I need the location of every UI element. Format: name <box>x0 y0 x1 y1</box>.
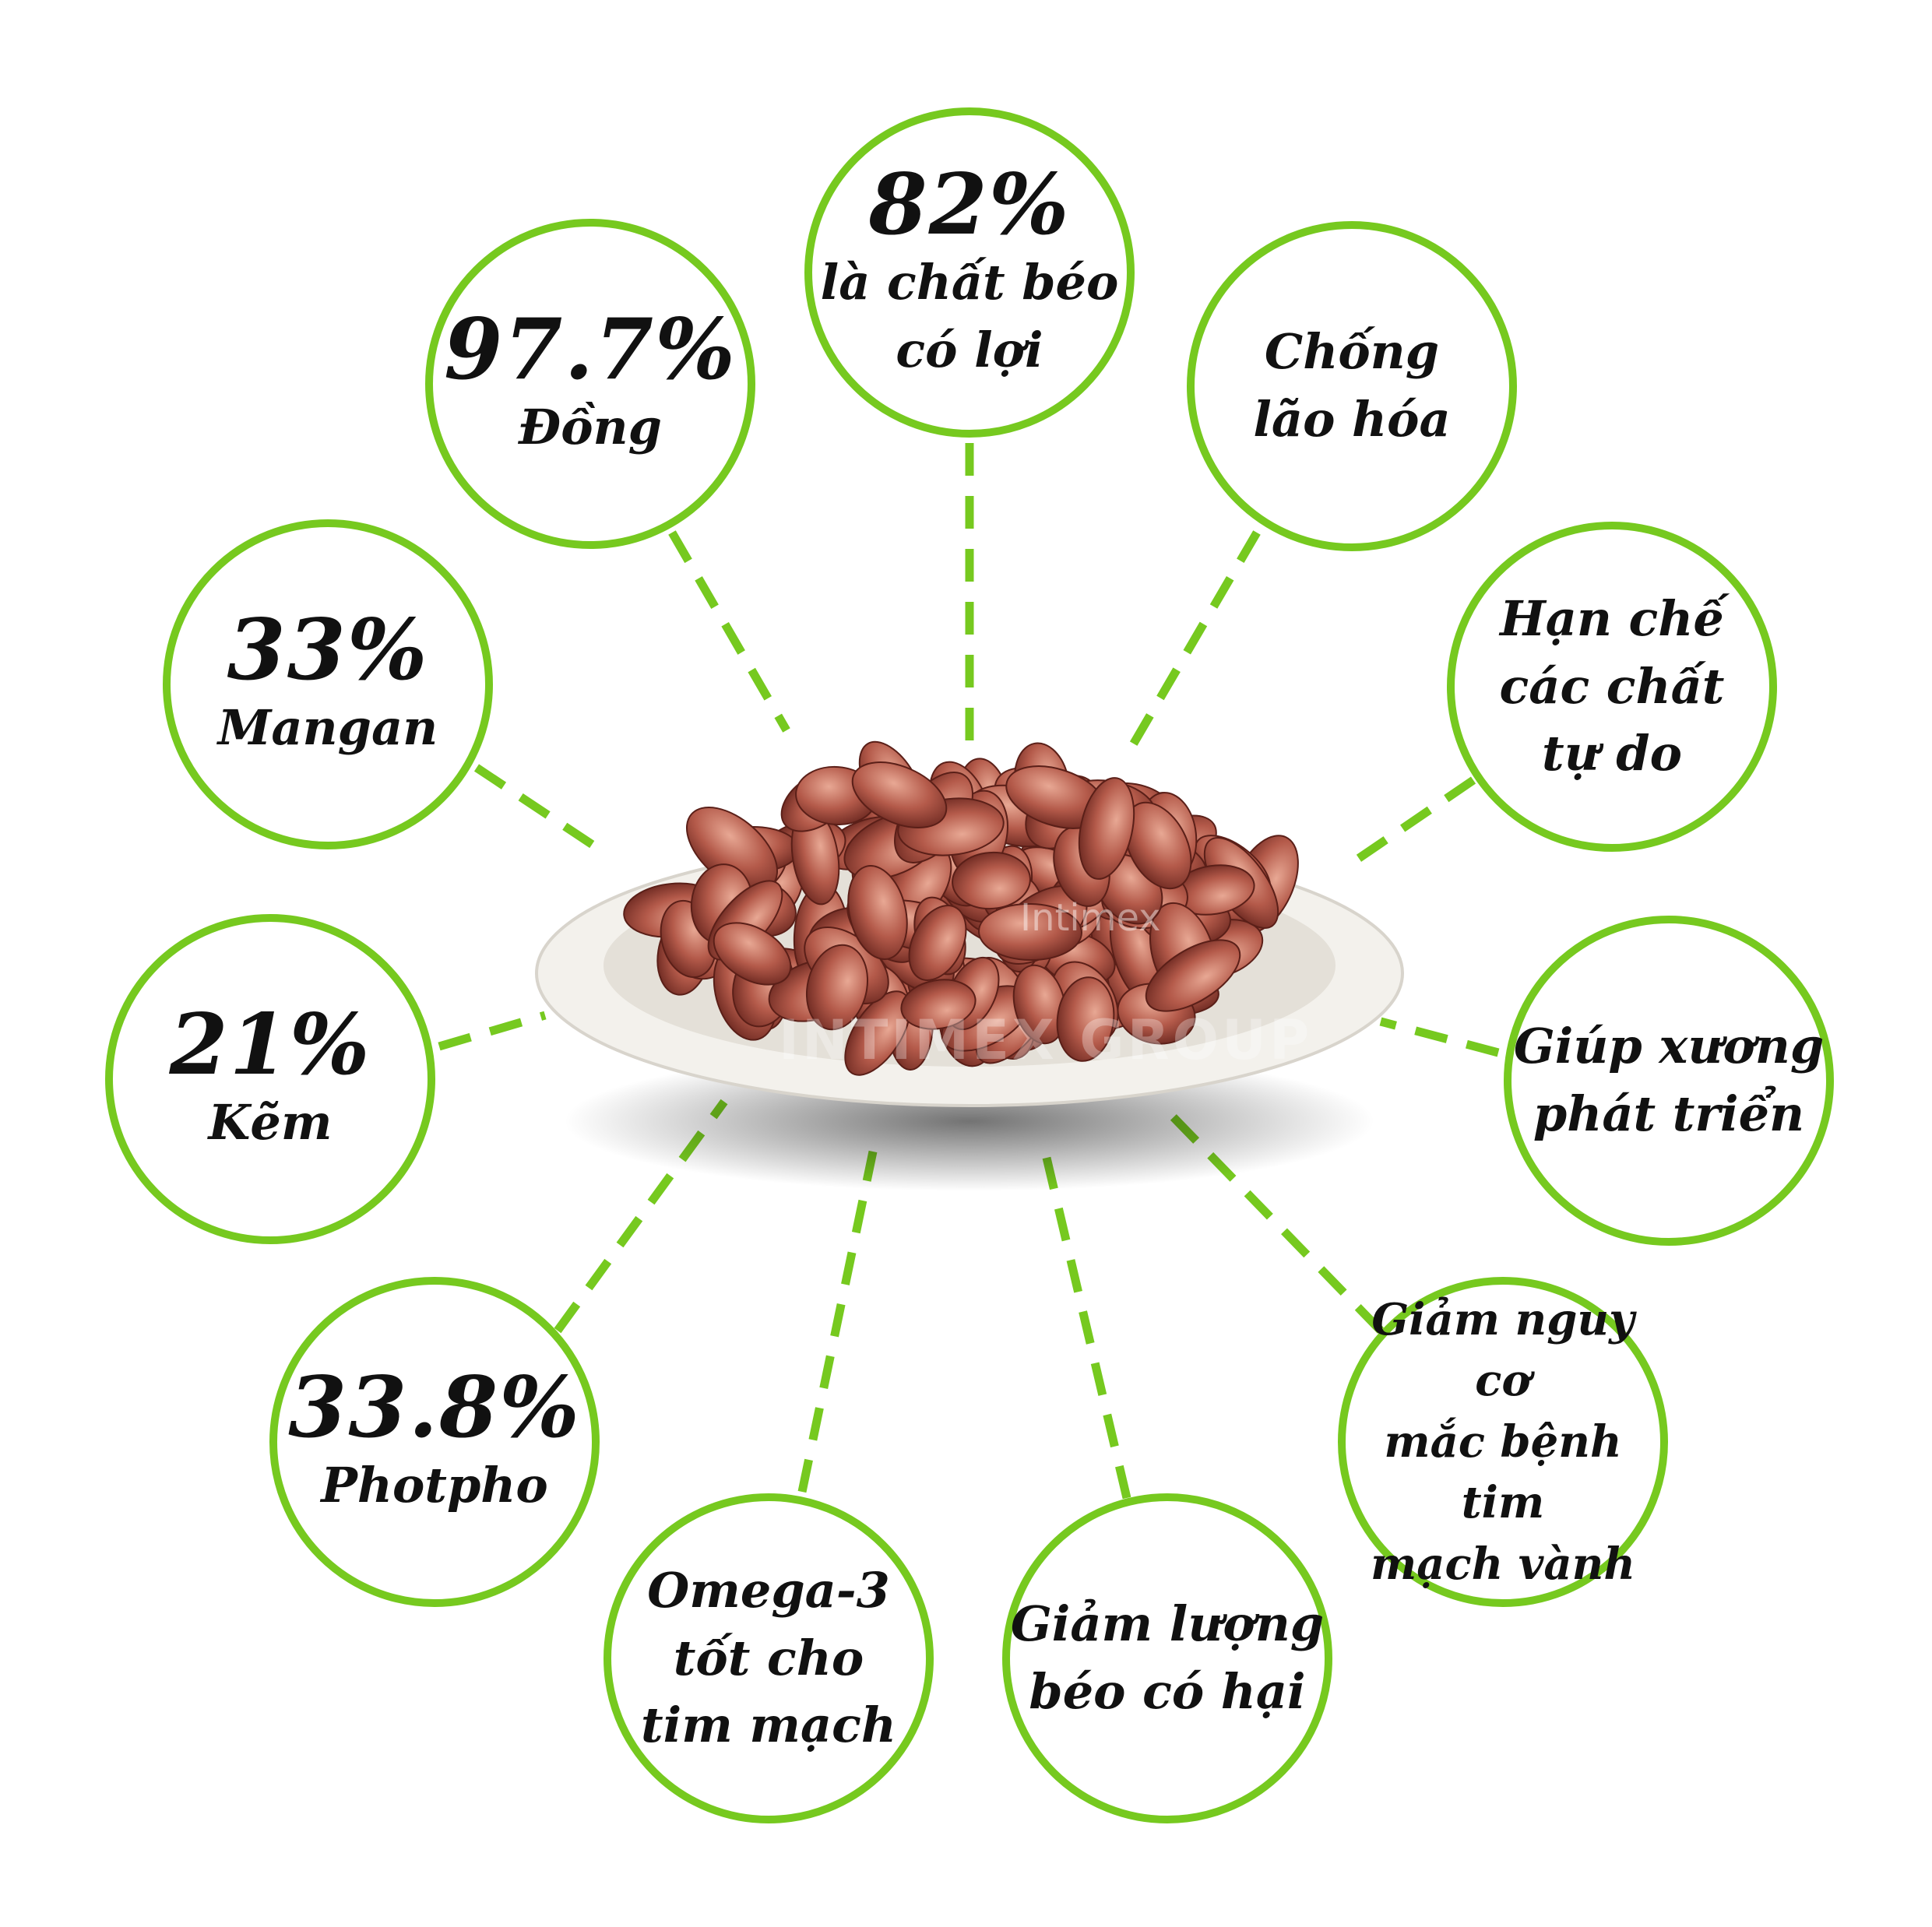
cashew-nut <box>1056 976 1115 1062</box>
connector-line <box>1123 530 1261 758</box>
fact-label: Giúp xương phát triển <box>1513 1018 1825 1142</box>
fact-phosphorus: 33.8% Photpho <box>269 1277 600 1607</box>
cashew-nut <box>978 902 1082 962</box>
cashew-nut <box>851 761 948 828</box>
fact-label: Mangan <box>217 699 438 757</box>
fact-omega3: Omega-3 tốt cho tim mạch <box>604 1493 934 1823</box>
fact-label: là chất béo có lợi <box>820 253 1119 378</box>
connector-line <box>438 1011 547 1051</box>
cashew-nut <box>713 922 792 986</box>
fact-heart-disease: Giảm nguy cơ mắc bệnh tim mạch vành <box>1338 1277 1668 1607</box>
cashew-nut <box>1078 777 1135 880</box>
fact-value: 97.7% <box>444 300 737 399</box>
fact-bone-growth: Giúp xương phát triển <box>1504 916 1834 1246</box>
fact-label: Chống lão hóa <box>1253 323 1451 448</box>
cashew-nut <box>1124 801 1192 890</box>
fact-value: 82% <box>868 155 1071 254</box>
connector-line <box>668 530 790 733</box>
cashew-nut <box>1145 939 1241 1012</box>
fact-label: Giảm nguy cơ mắc bệnh tim mạch vành <box>1370 1294 1636 1590</box>
cashew-nut <box>805 944 869 1031</box>
cashew-nut <box>908 905 967 981</box>
fact-label: Omega-3 tốt cho tim mạch <box>641 1561 896 1754</box>
fact-label: Photpho <box>321 1457 548 1514</box>
connector-line <box>1353 776 1476 864</box>
connector-line <box>1379 1017 1500 1057</box>
cashew-plate: Intimex INTIMEX GROUP <box>535 740 1404 1191</box>
cashew-nut <box>900 979 977 1030</box>
fact-label: Giảm lượng béo có hại <box>1010 1595 1325 1720</box>
connector-line <box>1042 1156 1131 1500</box>
fact-bad-fat: Giảm lượng béo có hại <box>1002 1493 1332 1823</box>
fact-copper: 97.7% Đồng <box>425 219 755 549</box>
fact-anti-aging: Chống lão hóa <box>1187 221 1517 551</box>
fact-value: 33% <box>227 600 429 699</box>
fact-manganese: 33% Mangan <box>163 519 493 849</box>
fact-label: Hạn chế các chất tự do <box>1499 589 1725 782</box>
watermark-group: INTIMEX GROUP <box>779 1008 1312 1072</box>
fact-value: 21% <box>169 995 371 1094</box>
connector-line <box>473 764 610 858</box>
connector-line <box>797 1150 878 1493</box>
watermark-logo: Intimex <box>1020 896 1161 940</box>
fact-free-radicals: Hạn chế các chất tự do <box>1447 522 1777 852</box>
fact-label: Kẽm <box>208 1094 333 1152</box>
fact-label: Đồng <box>519 399 662 456</box>
cashew-nuts <box>623 740 1299 1076</box>
cashew-nut <box>847 865 908 960</box>
fact-value: 33.8% <box>288 1358 581 1457</box>
cashew-nut <box>844 990 911 1076</box>
cashew-nut <box>952 851 1031 910</box>
fact-healthy-fat: 82% là chất béo có lợi <box>804 107 1135 438</box>
fact-zinc: 21% Kẽm <box>105 914 435 1244</box>
